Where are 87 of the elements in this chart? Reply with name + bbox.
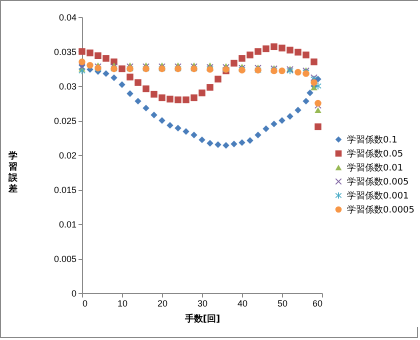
point (214, 141, 222, 148)
point (294, 68, 302, 76)
point (314, 123, 322, 130)
legend-label: 学習係数0.001 (347, 190, 409, 202)
point (294, 106, 302, 114)
point (166, 122, 174, 129)
point (150, 112, 158, 118)
point (166, 96, 174, 102)
y-tick-label: 0.035 (54, 47, 76, 57)
point (314, 107, 322, 114)
point (286, 46, 294, 54)
point (190, 94, 198, 102)
y-tick-label: 0.02 (58, 150, 76, 160)
y-tick-label: 0.015 (54, 185, 76, 195)
point (78, 67, 86, 74)
point (142, 104, 150, 112)
x-tick-label: 30 (197, 298, 208, 308)
point (190, 132, 198, 138)
point (270, 120, 278, 128)
y-tick-label: 0.03 (58, 82, 76, 92)
legend-label: 学習係数0.01 (347, 162, 404, 174)
point (174, 96, 182, 104)
point (198, 136, 206, 144)
point (310, 58, 318, 66)
point (270, 43, 278, 50)
point (306, 90, 314, 96)
point (86, 50, 94, 56)
point (78, 58, 86, 66)
point (262, 125, 270, 132)
point (222, 142, 230, 149)
point (158, 117, 166, 124)
point (118, 81, 126, 88)
point (238, 139, 246, 146)
point (278, 44, 286, 52)
point (198, 90, 206, 96)
point (78, 48, 86, 55)
legend-label: 学習係数0.0005 (347, 204, 414, 216)
point (278, 117, 286, 124)
point (110, 74, 118, 82)
point (230, 140, 238, 148)
y-axis-title: 学習誤差 (7, 150, 18, 194)
point (230, 60, 238, 67)
x-tick-label: 40 (237, 298, 248, 308)
point (158, 94, 166, 102)
point (246, 137, 254, 144)
point (86, 62, 94, 69)
y-tick-label: 0.04 (58, 12, 76, 22)
point (118, 65, 126, 72)
legend-label: 学習係数0.1 (347, 134, 398, 146)
point (206, 140, 214, 147)
point (206, 84, 214, 91)
point (94, 52, 102, 59)
point (142, 85, 150, 92)
point (302, 52, 310, 58)
point (238, 55, 246, 62)
point (302, 98, 310, 105)
x-tick-label: 0 (82, 298, 88, 308)
point (174, 124, 182, 132)
point (278, 67, 286, 74)
point (214, 76, 222, 82)
point (246, 52, 254, 58)
x-tick-label: 50 (277, 298, 288, 308)
legend-label: 学習係数0.005 (347, 176, 409, 188)
point (254, 48, 262, 55)
point (286, 113, 294, 120)
point (294, 48, 302, 56)
point (182, 96, 190, 104)
x-tick-label: 10 (117, 298, 128, 308)
point (262, 45, 270, 52)
point (102, 55, 110, 62)
y-tick-label: 0.025 (54, 116, 76, 126)
legend-label: 学習係数0.05 (347, 148, 404, 160)
point (126, 90, 134, 97)
point (126, 74, 134, 80)
x-axis-title: 手数[回] (184, 314, 220, 324)
point (254, 132, 262, 138)
point (134, 98, 142, 105)
x-tick-label: 60 (312, 298, 322, 308)
point (310, 79, 318, 86)
point (150, 90, 158, 98)
point (182, 128, 190, 135)
point (134, 79, 142, 86)
x-tick-label: 20 (157, 298, 168, 308)
y-tick-label: 0 (71, 288, 76, 298)
y-tick-label: 0.005 (54, 254, 76, 264)
y-tick-label: 0.01 (58, 220, 76, 230)
point (102, 70, 110, 77)
